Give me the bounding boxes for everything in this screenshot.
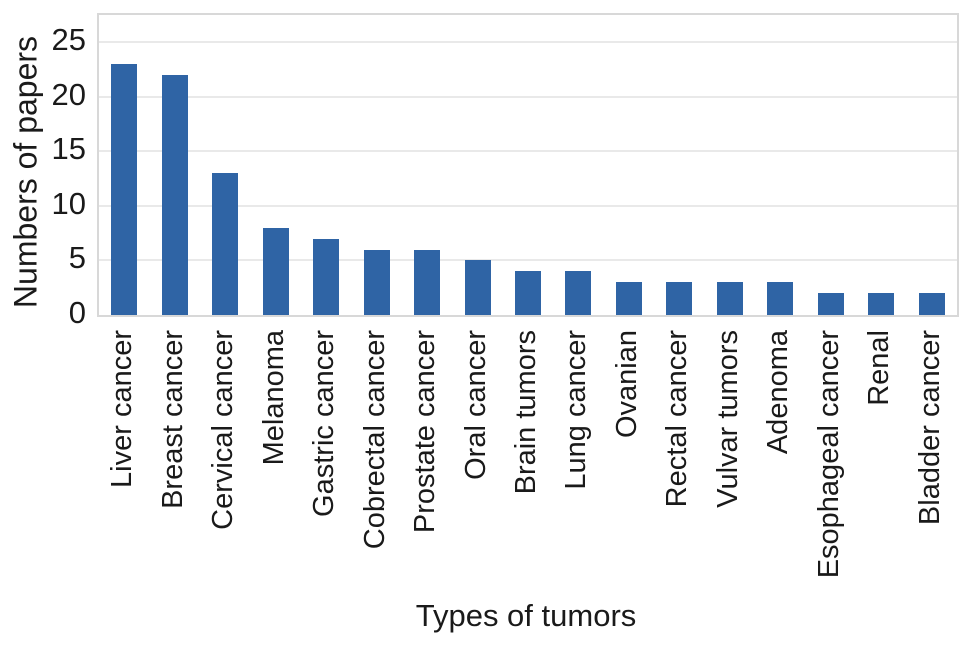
bar-cell [856,15,906,315]
y-tick-label: 10 [51,185,86,221]
plot-area [97,13,959,317]
bar-cell [99,15,149,315]
bar-oral-cancer [464,260,491,315]
x-tick-label: Prostate cancer [409,330,442,534]
bar-prostate-cancer [414,249,441,315]
bar-adenoma [767,282,794,315]
bar-cobrectal-cancer [363,249,390,315]
x-tick-label: Adenoma [762,330,795,455]
x-tick-cell: Vulvar tumors [703,321,753,603]
y-tick-label: 0 [68,295,86,330]
bar-cell [301,15,351,315]
bar-rectal-cancer [666,282,693,315]
bar-cervical-cancer [212,173,239,315]
bar-cell [553,15,603,315]
x-tick-label: Rectal cancer [661,330,694,508]
bar-breast-cancer [161,75,188,315]
bar-ovanian [615,282,642,315]
bar-cell [402,15,452,315]
x-tick-cell: Oral cancer [450,321,500,603]
x-tick-cell: Liver cancer [97,321,147,603]
x-tick-label: Liver cancer [106,330,139,488]
bar-brain-tumors [514,271,541,315]
x-tick-cell: Esophageal cancer [804,321,854,603]
gridline [99,150,957,153]
gridline [99,95,957,98]
gridline [99,259,957,262]
bar-cell [755,15,805,315]
bar-cell [149,15,199,315]
x-tick-label: Ovanian [610,330,643,439]
y-tick-label: 15 [51,131,86,167]
x-tick-cell: Renal [854,321,904,603]
x-tick-label: Melanoma [257,330,290,466]
bar-gastric-cancer [313,238,340,315]
x-tick-cell: Cobrectal cancer [349,321,399,603]
y-tick-label: 5 [68,240,86,276]
x-tick-cell: Bladder cancer [905,321,955,603]
x-tick-label: Brain tumors [509,330,542,495]
x-tick-label: Renal [863,330,896,406]
x-axis-ticks: Liver cancer Breast cancer Cervical cancer… [97,321,955,603]
y-axis-ticks: 0 5 10 15 20 25 [0,13,86,330]
x-tick-cell: Lung cancer [551,321,601,603]
x-tick-label: Bladder cancer [913,330,946,526]
x-tick-cell: Brain tumors [501,321,551,603]
x-tick-cell: Adenoma [753,321,803,603]
x-tick-cell: Cervical cancer [198,321,248,603]
bar-cell [907,15,957,315]
bar-bladder-cancer [918,293,945,315]
bars-row [99,15,957,315]
x-tick-cell: Prostate cancer [400,321,450,603]
x-tick-cell: Ovanian [602,321,652,603]
y-tick-label: 20 [51,76,86,112]
x-tick-label: Breast cancer [156,330,189,509]
x-tick-cell: Melanoma [248,321,298,603]
bar-cell [250,15,300,315]
x-tick-label: Oral cancer [459,330,492,480]
bar-renal [868,293,895,315]
gridline [99,204,957,207]
x-tick-cell: Rectal cancer [652,321,702,603]
bar-vulvar-tumors [716,282,743,315]
bar-cell [351,15,401,315]
bar-esophageal-cancer [817,293,844,315]
x-tick-label: Esophageal cancer [812,330,845,579]
bar-cell [452,15,502,315]
bar-cell [705,15,755,315]
x-tick-label: Vulvar tumors [711,330,744,508]
bar-cell [654,15,704,315]
x-tick-label: Lung cancer [560,330,593,490]
bar-cell [604,15,654,315]
x-tick-cell: Breast cancer [147,321,197,603]
x-tick-label: Gastric cancer [308,330,341,517]
bar-cell [503,15,553,315]
gridline [99,41,957,44]
x-tick-label: Cervical cancer [207,330,240,530]
x-tick-label: Cobrectal cancer [358,330,391,550]
bar-cell [806,15,856,315]
bar-melanoma [262,227,289,315]
x-axis-title: Types of tumors [415,598,637,633]
bar-liver-cancer [111,64,138,315]
bar-cell [200,15,250,315]
bar-lung-cancer [565,271,592,315]
x-tick-cell: Gastric cancer [299,321,349,603]
y-tick-label: 25 [51,22,86,58]
